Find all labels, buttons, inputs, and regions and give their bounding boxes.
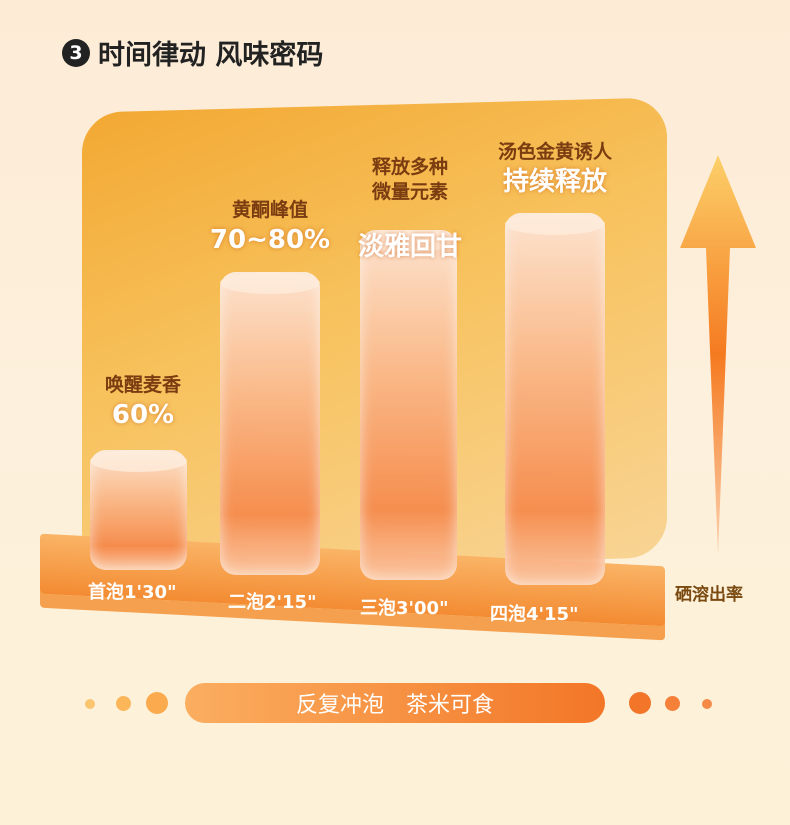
footer-banner: 反复冲泡 茶米可食 (185, 683, 605, 723)
annotation-3: 释放多种 微量元素 淡雅回甘 (340, 130, 480, 289)
annotation-highlight: 持续释放 (502, 167, 607, 197)
annotation-text: 释放多种 微量元素 (371, 156, 448, 203)
annotation-highlight: 70~80% (209, 225, 331, 255)
arrow-up-icon (680, 155, 756, 555)
category-label: 首泡1'30" (88, 582, 177, 603)
footer-text-left: 反复冲泡 (295, 693, 384, 718)
footer-text-right: 茶米可食 (406, 693, 495, 718)
annotation-2: 黄酮峰值 70~80% (200, 198, 340, 257)
decor-dot (702, 699, 712, 709)
step-number: 3 (62, 38, 90, 67)
annotation-highlight: 60% (111, 400, 175, 430)
category-label: 二泡2'15" (228, 592, 317, 613)
bar-3 (360, 230, 457, 580)
annotation-highlight: 淡雅回甘 (357, 232, 462, 262)
decor-dot (146, 692, 168, 714)
decor-dot (665, 696, 680, 711)
annotation-text: 黄酮峰值 (231, 199, 308, 221)
y-axis-label: 硒溶出率 (675, 585, 743, 605)
category-label: 三泡3'00" (360, 598, 449, 619)
decor-dot (116, 696, 131, 711)
annotation-text: 唤醒麦香 (104, 374, 181, 396)
title-text: 时间律动 风味密码 (98, 40, 324, 71)
annotation-text: 汤色金黄诱人 (497, 141, 612, 163)
decor-dot (85, 699, 95, 709)
annotation-4: 汤色金黄诱人 持续释放 (480, 140, 630, 199)
category-label: 四泡4'15" (490, 604, 579, 625)
decor-dot (629, 692, 651, 714)
bar-4 (505, 213, 605, 585)
bar-2 (220, 272, 320, 575)
section-title: 3 时间律动 风味密码 (62, 33, 323, 72)
annotation-1: 唤醒麦香 60% (78, 373, 208, 432)
bar-1 (90, 450, 187, 570)
